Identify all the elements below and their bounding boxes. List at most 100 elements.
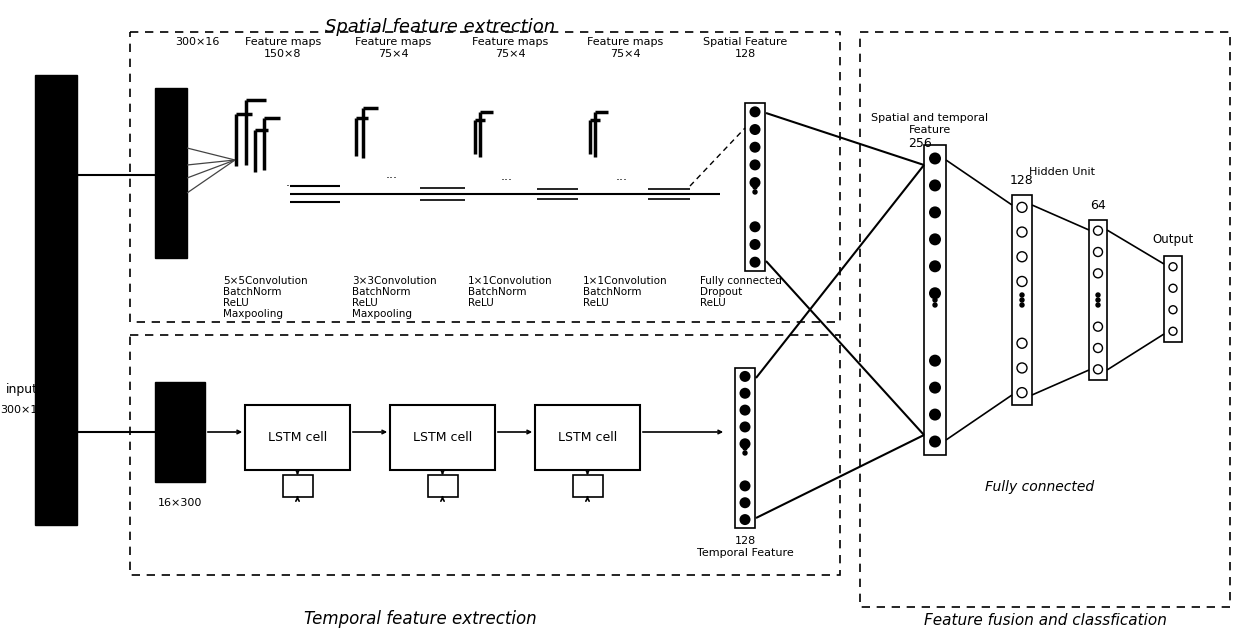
Bar — [1164, 256, 1182, 342]
Text: 150×8: 150×8 — [264, 49, 301, 59]
Bar — [745, 103, 765, 271]
Circle shape — [1169, 263, 1177, 271]
Text: 128: 128 — [1011, 174, 1034, 187]
Circle shape — [739, 388, 750, 399]
Bar — [428, 475, 458, 497]
Circle shape — [1017, 338, 1027, 348]
Text: Feature fusion and classfication: Feature fusion and classfication — [924, 613, 1167, 628]
Text: Spatial and temporal: Spatial and temporal — [872, 113, 988, 123]
Circle shape — [929, 260, 941, 272]
Circle shape — [749, 124, 760, 135]
Circle shape — [1017, 203, 1027, 212]
Circle shape — [739, 481, 750, 491]
Circle shape — [749, 221, 760, 233]
Text: ReLU: ReLU — [223, 298, 249, 308]
Circle shape — [749, 159, 760, 171]
Circle shape — [929, 381, 941, 394]
Circle shape — [749, 257, 760, 268]
Circle shape — [749, 142, 760, 153]
Circle shape — [932, 298, 937, 302]
Circle shape — [1094, 247, 1102, 256]
Text: BatchNorm: BatchNorm — [223, 287, 281, 297]
Bar — [534, 405, 640, 470]
Text: Feature maps: Feature maps — [472, 37, 548, 47]
Circle shape — [1169, 305, 1177, 314]
Text: Fully connected: Fully connected — [701, 276, 782, 286]
Text: input: input — [6, 383, 38, 397]
Circle shape — [1021, 303, 1024, 307]
Text: ReLU: ReLU — [352, 298, 378, 308]
Bar — [1012, 195, 1032, 405]
Bar — [1089, 220, 1107, 380]
Circle shape — [739, 514, 750, 525]
Circle shape — [929, 153, 941, 164]
Circle shape — [929, 355, 941, 367]
Circle shape — [1094, 226, 1102, 235]
Text: 64: 64 — [1090, 199, 1106, 212]
Text: Spatial feature extrection: Spatial feature extrection — [325, 18, 556, 36]
Text: Temporal feature extrection: Temporal feature extrection — [304, 610, 537, 628]
Text: 75×4: 75×4 — [378, 49, 408, 59]
Bar — [861, 32, 1230, 607]
Text: 16×300: 16×300 — [157, 498, 202, 508]
Bar — [130, 32, 839, 322]
Text: Feature maps: Feature maps — [587, 37, 663, 47]
Circle shape — [739, 371, 750, 382]
Text: ...: ... — [386, 169, 398, 181]
Text: 75×4: 75×4 — [610, 49, 640, 59]
Text: LSTM cell: LSTM cell — [413, 431, 472, 444]
Circle shape — [1021, 298, 1024, 302]
Circle shape — [753, 190, 756, 194]
Circle shape — [753, 185, 756, 189]
Circle shape — [753, 180, 756, 184]
Bar — [573, 475, 603, 497]
Circle shape — [929, 180, 941, 192]
Circle shape — [1094, 322, 1102, 331]
Circle shape — [749, 106, 760, 118]
Circle shape — [1017, 252, 1027, 262]
Text: Dropout: Dropout — [701, 287, 743, 297]
Text: BatchNorm: BatchNorm — [583, 287, 641, 297]
Circle shape — [749, 177, 760, 188]
Circle shape — [1169, 284, 1177, 292]
Circle shape — [1017, 388, 1027, 397]
Circle shape — [739, 438, 750, 449]
Text: 1×1Convolution: 1×1Convolution — [467, 276, 553, 286]
Circle shape — [1017, 227, 1027, 237]
Text: Feature maps: Feature maps — [244, 37, 321, 47]
Bar — [283, 475, 312, 497]
Circle shape — [1094, 344, 1102, 353]
Text: ReLU: ReLU — [583, 298, 609, 308]
Circle shape — [739, 422, 750, 433]
Circle shape — [1096, 298, 1100, 302]
Text: 300×16: 300×16 — [0, 405, 45, 415]
Text: Hidden Unit: Hidden Unit — [1029, 167, 1095, 177]
Circle shape — [1094, 365, 1102, 374]
Text: 128: 128 — [734, 49, 755, 59]
Circle shape — [1096, 303, 1100, 307]
Text: BatchNorm: BatchNorm — [467, 287, 527, 297]
Circle shape — [739, 404, 750, 415]
Circle shape — [743, 446, 746, 450]
Text: 5×5Convolution: 5×5Convolution — [223, 276, 308, 286]
Circle shape — [929, 436, 941, 447]
Bar — [246, 405, 350, 470]
Text: ...: ... — [616, 171, 627, 183]
Text: 300×16: 300×16 — [175, 37, 219, 47]
Text: BatchNorm: BatchNorm — [352, 287, 410, 297]
Circle shape — [1094, 269, 1102, 278]
Text: ReLU: ReLU — [467, 298, 494, 308]
Circle shape — [929, 233, 941, 245]
Text: Feature: Feature — [909, 125, 951, 135]
Text: 1×1Convolution: 1×1Convolution — [583, 276, 667, 286]
Text: Feature maps: Feature maps — [355, 37, 432, 47]
Text: Maxpooling: Maxpooling — [223, 309, 283, 319]
Text: Spatial Feature: Spatial Feature — [703, 37, 787, 47]
Text: Fully connected: Fully connected — [986, 480, 1095, 494]
Text: 256: 256 — [908, 137, 932, 150]
Text: Temporal Feature: Temporal Feature — [697, 548, 794, 558]
Bar — [155, 382, 205, 482]
Circle shape — [929, 408, 941, 420]
Circle shape — [743, 451, 746, 455]
Bar — [130, 335, 839, 575]
